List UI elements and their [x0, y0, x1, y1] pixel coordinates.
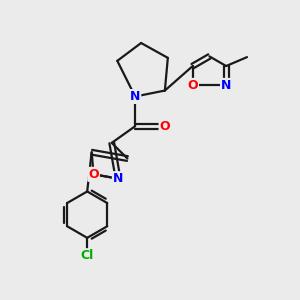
Text: O: O — [160, 120, 170, 133]
Text: O: O — [188, 79, 198, 92]
Text: N: N — [113, 172, 123, 185]
Text: Cl: Cl — [81, 249, 94, 262]
Text: N: N — [221, 79, 231, 92]
Text: N: N — [130, 90, 140, 103]
Text: O: O — [88, 168, 99, 181]
